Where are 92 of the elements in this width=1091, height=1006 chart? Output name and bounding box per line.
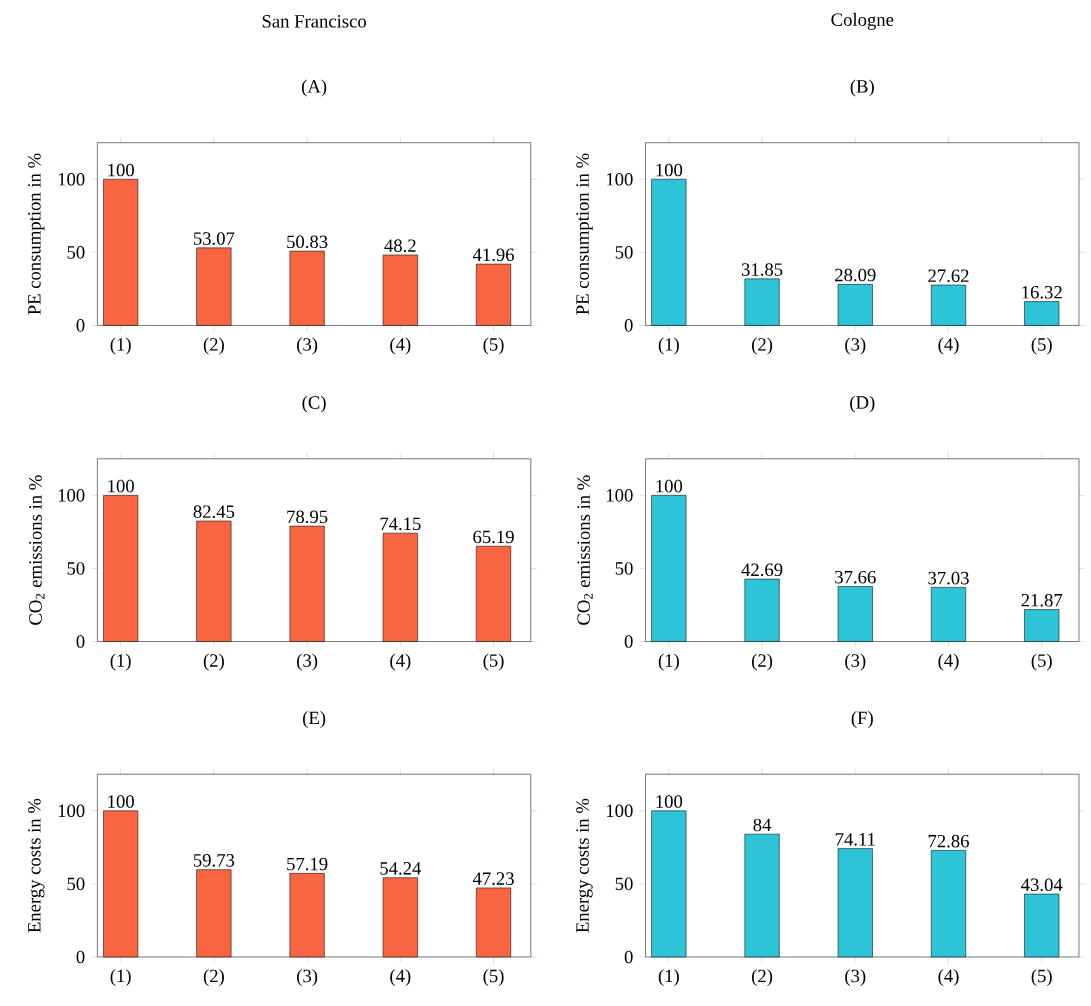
data-label: 84 <box>753 818 772 832</box>
x-tick-label: (1) <box>658 337 679 355</box>
x-tick-label: (5) <box>483 337 504 355</box>
x-tick-label: (3) <box>845 337 866 355</box>
data-label: 41.96 <box>472 248 515 262</box>
data-label: 100 <box>656 795 683 809</box>
y-tick-label: 0 <box>76 950 85 964</box>
data-label: 59.73 <box>193 854 235 867</box>
chart-title: (B) <box>850 79 874 97</box>
data-label: 31.85 <box>741 263 783 277</box>
data-label: 100 <box>656 163 683 177</box>
x-tick-label: (3) <box>297 653 318 671</box>
data-label: 43.04 <box>1021 878 1063 892</box>
x-tick-label: (1) <box>658 969 679 987</box>
data-label: 37.03 <box>928 571 969 585</box>
data-label: 28.09 <box>835 268 876 282</box>
data-label: 16.32 <box>1022 286 1062 299</box>
y-tick-label: 50 <box>67 246 85 259</box>
y-tick-label: 50 <box>615 877 633 891</box>
x-tick-label: (1) <box>658 653 679 671</box>
data-label: 42.69 <box>741 563 783 577</box>
y-axis-title: Energy costs in % <box>28 798 45 933</box>
chart-title: (C) <box>302 395 326 413</box>
y-tick-label: 0 <box>76 635 85 648</box>
chart-title: (E) <box>303 711 326 729</box>
data-label: 100 <box>656 479 683 493</box>
x-tick-label: (2) <box>203 969 224 987</box>
data-label: 78.95 <box>287 510 328 524</box>
x-tick-label: (2) <box>752 969 773 987</box>
y-tick-label: 100 <box>58 804 85 818</box>
x-tick-label: (1) <box>110 653 131 671</box>
x-tick-label: (3) <box>845 653 866 671</box>
x-tick-label: (2) <box>752 337 773 355</box>
y-tick-label: 100 <box>606 173 633 186</box>
x-tick-label: (5) <box>1031 653 1052 671</box>
x-tick-label: (4) <box>390 969 411 987</box>
y-tick-label: 0 <box>624 950 633 964</box>
x-tick-label: (5) <box>1031 337 1052 355</box>
data-label: 21.87 <box>1021 594 1063 607</box>
data-label: 100 <box>108 795 134 809</box>
x-tick-label: (4) <box>938 653 959 671</box>
chart-title: (A) <box>301 79 327 97</box>
data-label: 100 <box>108 163 134 177</box>
x-tick-label: (1) <box>110 337 131 355</box>
y-axis-title: Energy costs in % <box>576 798 593 933</box>
y-tick-label: 50 <box>615 562 633 575</box>
x-tick-label: (3) <box>297 337 318 355</box>
y-axis-title: CO$_{2}$ emissions in % <box>29 475 45 625</box>
y-tick-label: 100 <box>58 173 85 186</box>
data-label: 74.11 <box>835 833 875 846</box>
y-tick-label: 0 <box>624 319 633 332</box>
y-tick-label: 100 <box>606 804 633 818</box>
data-label: 57.19 <box>287 857 328 871</box>
x-tick-label: (3) <box>845 969 866 987</box>
data-label: 50.83 <box>287 235 328 249</box>
x-tick-label: (5) <box>1031 969 1052 987</box>
data-label: 100 <box>108 479 134 493</box>
x-tick-label: (4) <box>390 653 411 671</box>
y-tick-label: 0 <box>76 319 85 332</box>
data-label: 53.07 <box>193 232 235 246</box>
x-tick-label: (2) <box>752 653 773 671</box>
y-axis-title: CO$_{2}$ emissions in % <box>577 475 593 625</box>
y-tick-label: 50 <box>67 562 85 575</box>
data-label: 48.2 <box>384 239 416 253</box>
y-axis-title: PE consumption in % <box>28 153 45 315</box>
y-tick-label: 100 <box>58 489 85 502</box>
x-tick-label: (5) <box>483 969 504 987</box>
x-tick-label: (1) <box>110 969 131 987</box>
x-tick-label: (4) <box>390 337 411 355</box>
data-label: 27.62 <box>928 269 969 283</box>
chart-title: (F) <box>851 711 873 729</box>
y-tick-label: 0 <box>624 635 633 648</box>
x-tick-label: (4) <box>938 337 959 355</box>
data-label: 82.45 <box>193 505 235 519</box>
y-tick-label: 100 <box>606 489 633 502</box>
y-tick-label: 50 <box>67 877 85 891</box>
data-label: 72.86 <box>928 835 969 848</box>
data-label: 54.24 <box>380 862 422 875</box>
data-label: 37.66 <box>835 571 876 584</box>
y-axis-title: PE consumption in % <box>576 153 593 315</box>
x-tick-label: (4) <box>938 969 959 987</box>
x-tick-label: (5) <box>483 653 504 671</box>
data-label: 47.23 <box>472 872 514 886</box>
text: Cologne <box>831 12 894 30</box>
data-label: 65.19 <box>473 530 514 544</box>
x-tick-label: (3) <box>297 969 318 987</box>
x-tick-label: (2) <box>203 337 224 355</box>
data-label: 74.15 <box>380 517 421 531</box>
x-tick-label: (2) <box>203 653 224 671</box>
chart-title: (D) <box>850 395 875 413</box>
y-tick-label: 50 <box>615 246 633 259</box>
text: San Francisco <box>262 15 367 28</box>
